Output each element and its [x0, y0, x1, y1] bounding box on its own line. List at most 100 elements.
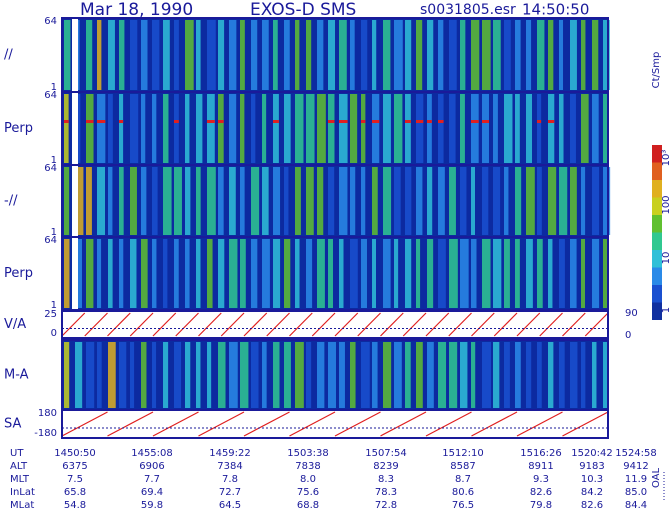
stripe — [108, 167, 113, 235]
cell: 72.8 — [375, 500, 397, 509]
cell: 9.3 — [533, 474, 549, 485]
stripe — [251, 94, 256, 163]
stripe — [405, 94, 411, 163]
stripe — [229, 94, 237, 163]
cell: 79.8 — [530, 500, 552, 509]
stripe — [394, 20, 403, 90]
stripe-hot — [207, 120, 215, 123]
stripe — [229, 342, 238, 408]
y-tick-label: 1 — [51, 227, 57, 238]
stripe — [427, 94, 432, 163]
cell: 69.4 — [141, 487, 163, 498]
colorbar-cell — [652, 232, 662, 250]
stripe — [306, 94, 315, 163]
stripe — [218, 20, 225, 90]
sawtooth — [562, 312, 586, 337]
stripe — [174, 94, 179, 163]
cell: 7.5 — [67, 474, 83, 485]
cell: 1520:42 — [571, 448, 613, 459]
colorbar-cell — [652, 267, 662, 285]
y-tick-label: 1 — [51, 82, 57, 93]
row-label: UT — [10, 448, 24, 459]
stripe — [130, 167, 137, 235]
stripe — [273, 167, 281, 235]
stripe — [537, 167, 542, 235]
stripe — [570, 20, 577, 90]
sawtooth — [243, 312, 268, 337]
stripe — [64, 167, 70, 235]
stripe — [196, 20, 201, 90]
stripe — [108, 239, 113, 308]
stripe — [427, 20, 434, 90]
stripe — [207, 94, 215, 163]
stripe — [273, 239, 281, 308]
stripe — [460, 239, 469, 308]
panel-label: Perp — [4, 121, 33, 136]
y-tick-label: -180 — [34, 428, 57, 439]
cell: 8.3 — [378, 474, 394, 485]
stripe — [537, 342, 542, 408]
stripe-hot — [482, 120, 489, 123]
stripe — [262, 94, 267, 163]
sawtooth — [84, 312, 108, 337]
stripe — [97, 20, 102, 90]
stripe — [493, 94, 498, 163]
gap — [72, 237, 78, 310]
cell: 82.6 — [581, 500, 603, 509]
file: s0031805.esr — [420, 2, 516, 18]
stripe — [526, 342, 532, 408]
sawtooth — [402, 312, 427, 337]
y-tick-label: 64 — [44, 16, 57, 27]
stripe — [119, 239, 124, 308]
stripe-hot — [361, 120, 366, 123]
stripe — [86, 167, 92, 235]
stripe — [350, 20, 355, 90]
stripe-hot — [416, 120, 424, 123]
colorbar-cell — [652, 197, 662, 215]
stripe — [438, 20, 444, 90]
colorbar-tick: 1 — [661, 307, 672, 313]
stripe — [361, 94, 366, 163]
stripe — [592, 94, 599, 163]
stripe-hot — [64, 120, 69, 123]
stripe — [537, 94, 542, 163]
stripe — [449, 342, 458, 408]
stripe — [449, 20, 457, 90]
stripe — [394, 342, 402, 408]
stripe — [482, 94, 489, 163]
cell: 8587 — [450, 461, 475, 472]
stripe — [438, 167, 445, 235]
sawtooth — [198, 312, 222, 337]
stripe — [416, 239, 421, 308]
stripe — [548, 239, 553, 308]
stripe — [427, 167, 433, 235]
stripe — [383, 20, 391, 90]
sawtooth — [198, 411, 245, 437]
row-label: InLat — [10, 487, 35, 498]
sawtooth — [266, 312, 290, 337]
stripe — [240, 94, 245, 163]
stripe — [471, 20, 480, 90]
cell: 85.0 — [625, 487, 647, 498]
panel-frame — [61, 310, 609, 339]
cell: 8239 — [373, 461, 398, 472]
stripe — [361, 342, 370, 408]
cell: 1507:54 — [365, 448, 407, 459]
stripe — [548, 94, 555, 163]
y-tick-label: 25 — [44, 309, 57, 320]
stripe — [416, 167, 423, 235]
cell: 8.0 — [300, 474, 316, 485]
stripe — [515, 94, 520, 163]
sawtooth — [175, 312, 199, 337]
panel-label: -// — [4, 194, 18, 209]
stripe — [163, 94, 169, 163]
stripe — [460, 342, 468, 408]
y-tick-label: 64 — [44, 163, 57, 174]
stripe — [185, 239, 190, 308]
stripe — [394, 167, 401, 235]
panel-label: // — [4, 48, 13, 63]
stripe — [603, 239, 609, 308]
stripe — [97, 167, 106, 235]
stripe — [75, 167, 84, 235]
cell: 6375 — [62, 461, 87, 472]
